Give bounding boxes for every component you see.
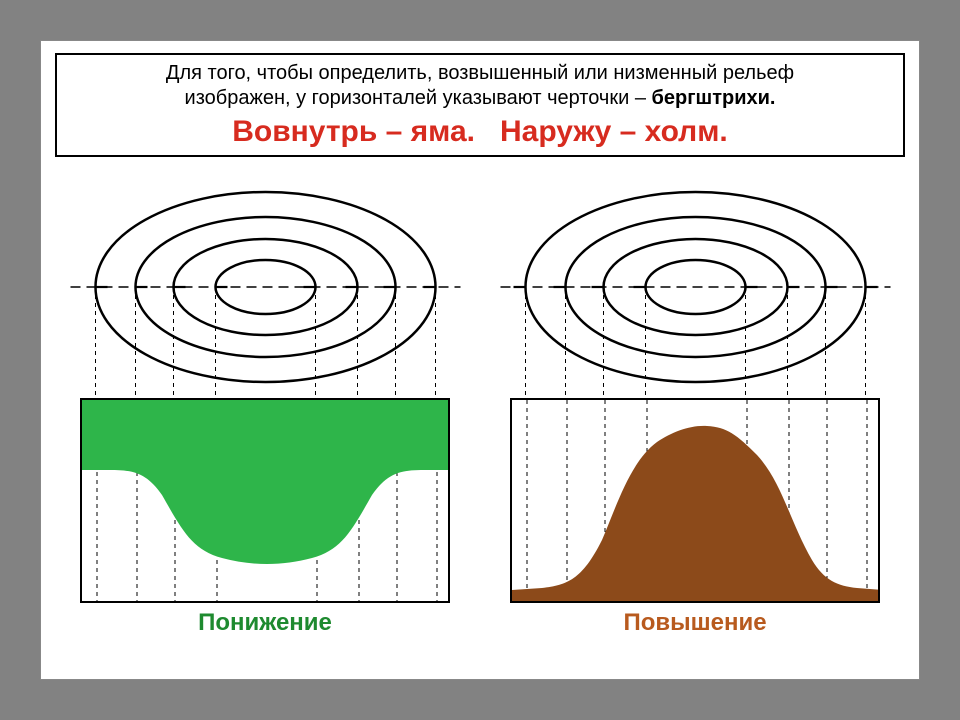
rule-right: Наружу – холм. <box>500 115 728 148</box>
caption-depression: Понижение <box>198 609 332 637</box>
panel-depression: Понижение <box>63 167 468 637</box>
header-rule: Вовнутрь – яма. Наружу – холм. <box>67 115 893 149</box>
contour-elevation <box>493 167 898 402</box>
slide: Для того, чтобы определить, возвышенный … <box>40 40 920 680</box>
panels: Понижение Повышение <box>55 167 905 637</box>
profile-elevation <box>510 398 880 603</box>
profile-depression <box>80 398 450 603</box>
header-box: Для того, чтобы определить, возвышенный … <box>55 53 905 157</box>
rule-left: Вовнутрь – яма. <box>232 115 475 148</box>
caption-elevation: Повышение <box>623 609 766 637</box>
intro-line2-bold: бергштрихи. <box>652 87 776 109</box>
intro-line1: Для того, чтобы определить, возвышенный … <box>166 62 794 84</box>
header-intro: Для того, чтобы определить, возвышенный … <box>67 61 893 111</box>
panel-elevation: Повышение <box>493 167 898 637</box>
contour-depression <box>63 167 468 402</box>
intro-line2-pre: изображен, у горизонталей указывают черт… <box>185 87 652 109</box>
